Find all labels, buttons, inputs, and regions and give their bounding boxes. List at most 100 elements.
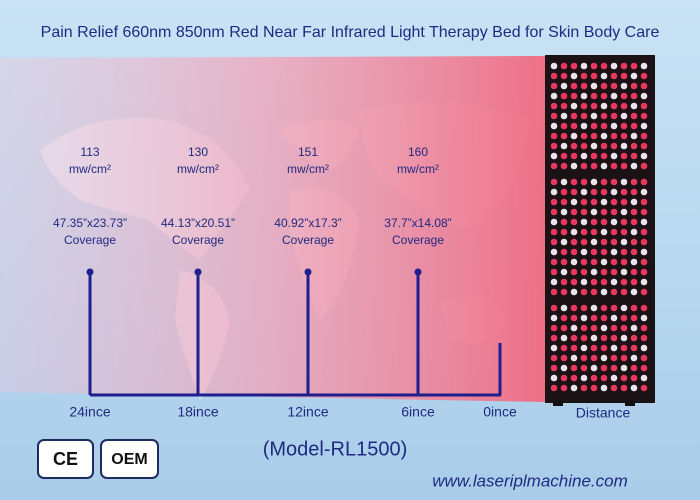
- led: [550, 288, 558, 296]
- led: [630, 72, 638, 80]
- irradiance: 160: [408, 145, 428, 159]
- led: [560, 112, 568, 120]
- led: [620, 62, 628, 70]
- led: [630, 178, 638, 186]
- coverage-label: Coverage: [64, 233, 116, 247]
- led: [640, 132, 648, 140]
- led: [600, 304, 608, 312]
- led: [560, 384, 568, 392]
- led: [640, 102, 648, 110]
- led: [620, 344, 628, 352]
- led: [620, 198, 628, 206]
- led: [640, 304, 648, 312]
- led: [610, 238, 618, 246]
- led: [570, 304, 578, 312]
- led: [590, 208, 598, 216]
- led: [600, 334, 608, 342]
- led: [550, 374, 558, 382]
- led: [580, 354, 588, 362]
- led: [620, 112, 628, 120]
- led: [550, 228, 558, 236]
- model: (Model-RL1500): [263, 438, 408, 460]
- led: [590, 92, 598, 100]
- led: [610, 288, 618, 296]
- led: [620, 72, 628, 80]
- led: [610, 278, 618, 286]
- led: [610, 152, 618, 160]
- led: [640, 162, 648, 170]
- led: [600, 82, 608, 90]
- led: [580, 178, 588, 186]
- led: [590, 218, 598, 226]
- led: [630, 62, 638, 70]
- irradiance: 113: [80, 145, 99, 159]
- led: [640, 82, 648, 90]
- led: [560, 354, 568, 362]
- led: [570, 72, 578, 80]
- led: [610, 178, 618, 186]
- led: [640, 334, 648, 342]
- led: [580, 72, 588, 80]
- led: [620, 208, 628, 216]
- led: [620, 278, 628, 286]
- led: [630, 238, 638, 246]
- led: [600, 198, 608, 206]
- led: [600, 62, 608, 70]
- distance-axis: [88, 272, 502, 397]
- led: [610, 72, 618, 80]
- led: [610, 198, 618, 206]
- irradiance-unit: mw/cm²: [397, 162, 439, 176]
- led: [560, 364, 568, 372]
- led: [620, 248, 628, 256]
- led: [600, 152, 608, 160]
- led: [620, 238, 628, 246]
- led: [590, 152, 598, 160]
- led: [570, 102, 578, 110]
- led: [580, 152, 588, 160]
- led: [560, 198, 568, 206]
- led: [550, 354, 558, 362]
- panel-foot: [625, 400, 635, 406]
- led: [580, 324, 588, 332]
- led: [560, 314, 568, 322]
- irradiance: 151: [298, 145, 318, 159]
- led: [570, 258, 578, 266]
- led: [580, 142, 588, 150]
- led: [580, 228, 588, 236]
- led: [560, 238, 568, 246]
- led: [600, 72, 608, 80]
- led: [640, 354, 648, 362]
- led: [590, 122, 598, 130]
- led: [580, 268, 588, 276]
- led: [640, 218, 648, 226]
- led: [590, 278, 598, 286]
- led: [630, 218, 638, 226]
- led: [550, 152, 558, 160]
- led: [570, 82, 578, 90]
- title: Pain Relief 660nm 850nm Red Near Far Inf…: [41, 24, 660, 41]
- led: [560, 304, 568, 312]
- distance-tick-label: 18ince: [177, 404, 218, 420]
- led: [600, 288, 608, 296]
- led: [610, 142, 618, 150]
- led: [600, 218, 608, 226]
- led: [560, 62, 568, 70]
- led: [580, 334, 588, 342]
- led: [580, 278, 588, 286]
- led: [550, 258, 558, 266]
- led: [560, 82, 568, 90]
- led: [550, 334, 558, 342]
- led: [580, 288, 588, 296]
- led: [550, 162, 558, 170]
- led: [610, 258, 618, 266]
- led: [640, 258, 648, 266]
- led: [580, 304, 588, 312]
- led: [590, 178, 598, 186]
- led: [620, 142, 628, 150]
- led: [630, 314, 638, 322]
- led: [600, 188, 608, 196]
- led: [620, 102, 628, 110]
- led: [610, 314, 618, 322]
- led: [600, 238, 608, 246]
